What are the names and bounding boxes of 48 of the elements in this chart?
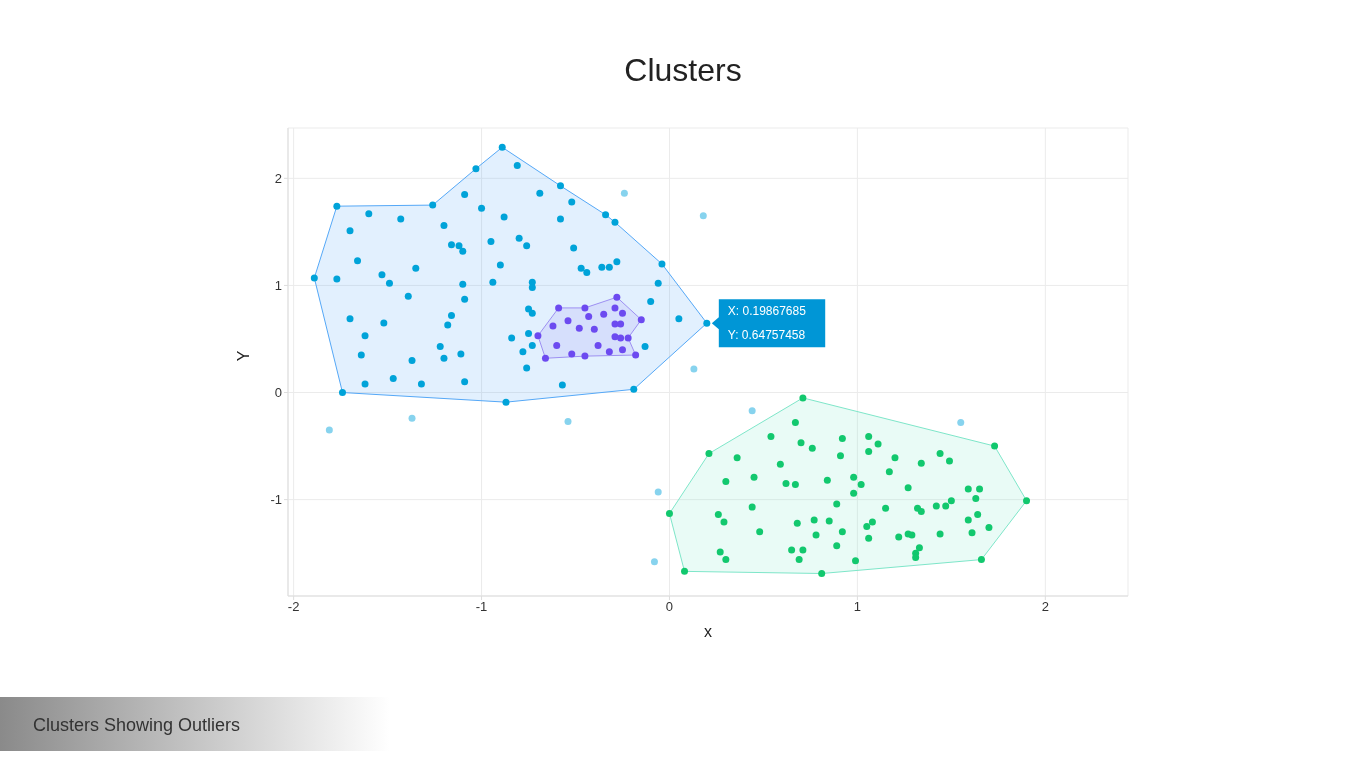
point: [619, 309, 626, 317]
point: [534, 332, 542, 340]
point: [600, 310, 608, 318]
x-tick-label: -1: [475, 599, 488, 615]
point: [690, 365, 698, 373]
annotation: X: 0.19867685 Y: 0.64757458: [727, 304, 807, 343]
point: [624, 334, 632, 342]
point: [748, 407, 756, 415]
y-tick-label: 0: [274, 385, 282, 401]
y-tick-label: 1: [274, 278, 282, 294]
point: [957, 419, 965, 427]
point: [620, 189, 628, 197]
y-tick-label: 2: [274, 170, 282, 186]
point: [611, 304, 619, 312]
point: [555, 304, 563, 312]
x-tick-label: 2: [1041, 599, 1049, 615]
point: [594, 341, 602, 349]
point: [605, 348, 613, 356]
point: [553, 341, 561, 349]
point: [650, 558, 658, 566]
point: [619, 346, 626, 354]
x-tick-label: -2: [287, 599, 300, 615]
point: [590, 325, 598, 333]
text: Clusters Showing Outliers: [33, 715, 241, 735]
point: [585, 312, 593, 320]
point: [617, 334, 625, 342]
point: [549, 322, 557, 330]
y-axis-title: Y: [235, 350, 252, 362]
point: [581, 304, 589, 312]
point: [632, 351, 640, 359]
y-tick-label: -1: [270, 492, 282, 508]
point: [564, 317, 572, 325]
point: [325, 426, 333, 434]
point: [654, 488, 662, 496]
point: [568, 350, 576, 358]
point: [575, 324, 583, 332]
point: [617, 320, 625, 328]
chart-title: Clusters: [624, 52, 742, 88]
x-tick-label: 0: [665, 599, 674, 615]
point: [613, 293, 621, 301]
point: [408, 414, 416, 422]
point: [541, 354, 549, 362]
x-tick-label: 1: [853, 599, 862, 615]
point: [699, 212, 707, 220]
point: [564, 417, 572, 425]
point: [581, 352, 589, 360]
point: [637, 316, 645, 324]
x-axis-title: x: [704, 623, 712, 640]
